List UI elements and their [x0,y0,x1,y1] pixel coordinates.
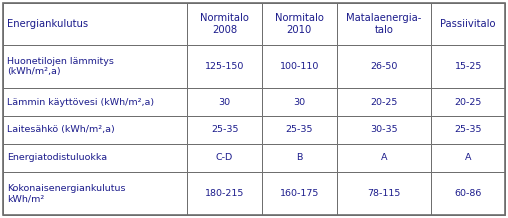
Text: A: A [380,153,387,162]
Bar [3,172,187,215]
Bar [262,116,337,144]
Bar [187,144,262,172]
Bar [3,45,187,88]
Bar [431,116,505,144]
Text: 20-25: 20-25 [455,97,482,107]
Text: 25-35: 25-35 [211,125,238,135]
Bar [431,88,505,116]
Text: Huonetilojen lämmitys
(kWh/m²,a): Huonetilojen lämmitys (kWh/m²,a) [7,57,114,76]
Bar [262,88,337,116]
Bar [187,3,262,45]
Text: 30: 30 [218,97,231,107]
Text: Lämmin käyttövesi (kWh/m²,a): Lämmin käyttövesi (kWh/m²,a) [7,97,154,107]
Bar [431,144,505,172]
Text: 78-115: 78-115 [367,189,401,198]
Bar [187,116,262,144]
Text: Passiivitalo: Passiivitalo [440,19,496,29]
Text: 125-150: 125-150 [205,62,244,71]
Text: 180-215: 180-215 [205,189,244,198]
Bar [431,172,505,215]
Text: 25-35: 25-35 [285,125,313,135]
Text: 100-110: 100-110 [279,62,319,71]
Bar [3,3,187,45]
Text: 160-175: 160-175 [279,189,319,198]
Text: Normitalo
2008: Normitalo 2008 [200,13,249,35]
Bar [262,172,337,215]
Bar [337,45,431,88]
Text: 30: 30 [293,97,305,107]
Bar [431,3,505,45]
Text: Kokonaisenergiankulutus
kWh/m²: Kokonaisenergiankulutus kWh/m² [7,184,125,203]
Text: Matalaenergia-
talo: Matalaenergia- talo [346,13,422,35]
Text: 25-35: 25-35 [454,125,482,135]
Text: 20-25: 20-25 [370,97,398,107]
Bar [187,172,262,215]
Bar [187,45,262,88]
Text: A: A [465,153,471,162]
Text: 15-25: 15-25 [455,62,482,71]
Bar [337,88,431,116]
Bar [262,3,337,45]
Bar [337,3,431,45]
Bar [262,45,337,88]
Text: Energiatodistuluokka: Energiatodistuluokka [7,153,107,162]
Text: 26-50: 26-50 [370,62,398,71]
Text: Laitesähkö (kWh/m²,a): Laitesähkö (kWh/m²,a) [7,125,115,135]
Bar [337,116,431,144]
Bar [3,116,187,144]
Bar [3,144,187,172]
Bar [431,45,505,88]
Bar [187,88,262,116]
Text: B: B [296,153,302,162]
Text: 30-35: 30-35 [370,125,398,135]
Bar [3,88,187,116]
Bar [337,172,431,215]
Bar [262,144,337,172]
Text: C-D: C-D [216,153,233,162]
Bar [337,144,431,172]
Text: Energiankulutus: Energiankulutus [7,19,88,29]
Text: 60-86: 60-86 [455,189,482,198]
Text: Normitalo
2010: Normitalo 2010 [275,13,324,35]
